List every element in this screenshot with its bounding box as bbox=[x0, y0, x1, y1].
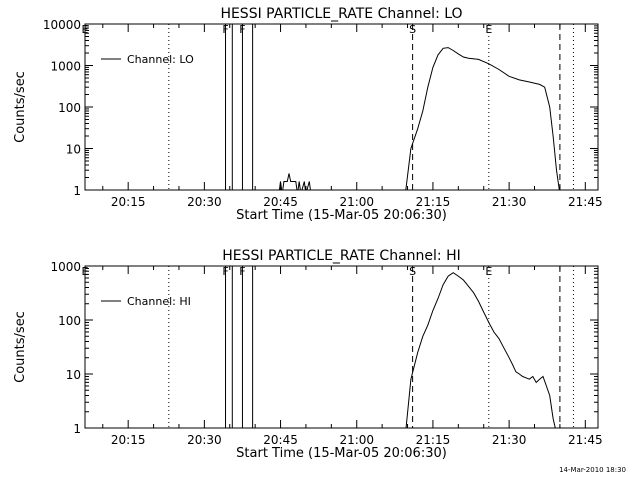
marker-label: S bbox=[409, 23, 416, 36]
marker-label: F bbox=[239, 23, 245, 36]
y-tick-label: 1 bbox=[73, 422, 81, 436]
x-tick-label: 21:45 bbox=[568, 433, 603, 447]
x-tick-label: 21:15 bbox=[416, 195, 451, 209]
y-tick-label: 1 bbox=[73, 184, 81, 198]
x-tick-label: 20:15 bbox=[111, 195, 146, 209]
marker-label: E bbox=[485, 265, 492, 278]
y-tick-label: 10 bbox=[66, 143, 81, 157]
x-axis-label: Start Time (15-Mar-05 20:06:30) bbox=[236, 208, 447, 223]
y-tick-label: 100 bbox=[58, 101, 81, 115]
marker-label: F bbox=[222, 23, 228, 36]
chart-panel-2: HESSI PARTICLE_RATE Channel: HIE F F S E20:1… bbox=[13, 248, 603, 461]
y-axis-label: Counts/sec bbox=[13, 71, 28, 143]
x-tick-label: 20:45 bbox=[263, 195, 298, 209]
plot-area bbox=[85, 24, 574, 190]
x-tick-label: 21:15 bbox=[416, 433, 451, 447]
marker-label: S bbox=[409, 265, 416, 278]
y-tick-label: 10 bbox=[66, 368, 81, 382]
plot-area bbox=[85, 266, 574, 428]
y-axis-label: Counts/sec bbox=[13, 311, 28, 383]
series-line bbox=[278, 47, 560, 190]
x-tick-label: 21:45 bbox=[568, 195, 603, 209]
plot-frame bbox=[84, 265, 599, 429]
y-tick-label: 1000 bbox=[50, 60, 81, 74]
y-tick-label: 10000 bbox=[43, 18, 81, 32]
chart-title: HESSI PARTICLE_RATE Channel: LO bbox=[220, 6, 462, 22]
x-axis-label: Start Time (15-Mar-05 20:06:30) bbox=[236, 446, 447, 461]
marker-label: F bbox=[239, 265, 245, 278]
y-tick-label: 1000 bbox=[50, 260, 81, 274]
chart-panel-1: HESSI PARTICLE_RATE Channel: LOE F F S E20:1… bbox=[13, 6, 603, 223]
legend-label: Channel: HI bbox=[127, 295, 191, 308]
y-tick-label: 100 bbox=[58, 314, 81, 328]
x-tick-label: 20:45 bbox=[263, 433, 298, 447]
x-tick-label: 21:00 bbox=[339, 195, 374, 209]
legend-label: Channel: LO bbox=[127, 53, 194, 66]
timestamp-footer: 14-Mar-2010 18:30 bbox=[559, 466, 626, 474]
x-tick-label: 21:30 bbox=[492, 433, 527, 447]
series-line bbox=[405, 272, 556, 428]
plot-frame bbox=[84, 23, 599, 191]
chart-title: HESSI PARTICLE_RATE Channel: HI bbox=[222, 248, 460, 264]
x-tick-label: 20:30 bbox=[187, 195, 222, 209]
marker-label: E bbox=[485, 23, 492, 36]
x-tick-label: 20:30 bbox=[187, 433, 222, 447]
marker-label: F bbox=[222, 265, 228, 278]
x-tick-label: 21:30 bbox=[492, 195, 527, 209]
x-tick-label: 20:15 bbox=[111, 433, 146, 447]
x-tick-label: 21:00 bbox=[339, 433, 374, 447]
